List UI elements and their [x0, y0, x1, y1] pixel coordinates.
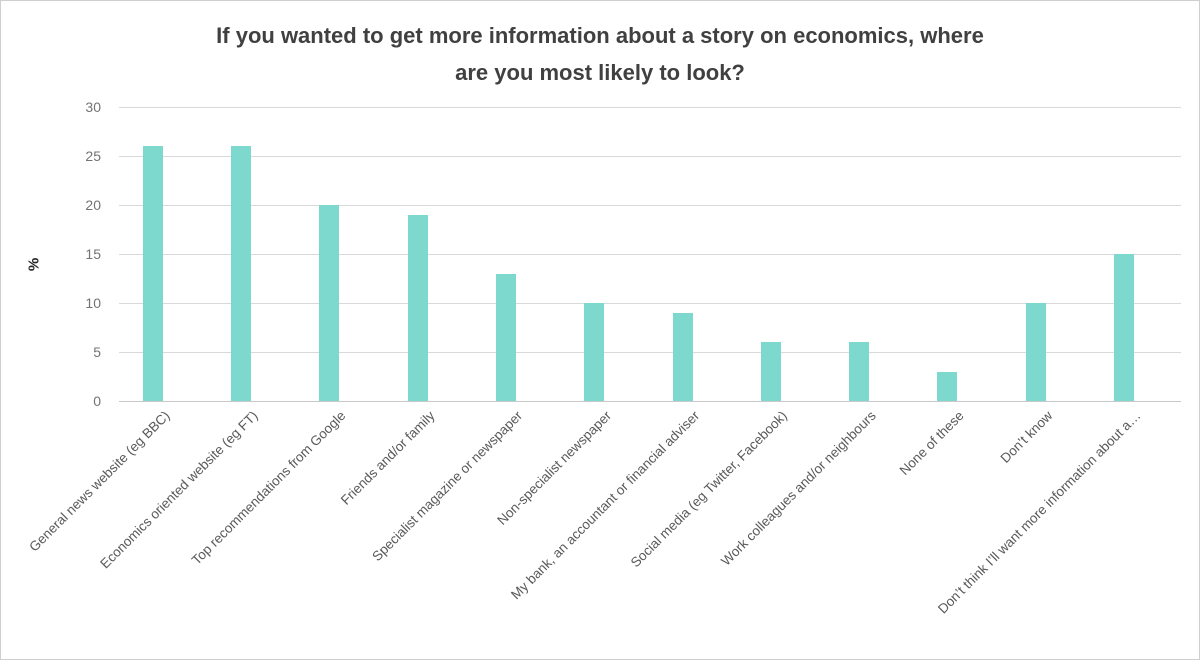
x-category-label: Friends and/or family [337, 408, 438, 508]
gridline [119, 302, 1181, 304]
x-category-label: Work colleagues and/or neighbours [718, 408, 879, 569]
bar [584, 303, 605, 401]
bar [849, 342, 870, 401]
y-tick-label: 20 [85, 197, 101, 213]
x-category-label: General news website (eg BBC) [25, 408, 173, 555]
x-category-label: Specialist magazine or newspaper [369, 408, 526, 565]
gridline [119, 155, 1181, 157]
x-category-label: None of these [896, 408, 967, 479]
x-category-label: Social media (eg Twitter, Facebook) [628, 408, 791, 571]
x-category-label: Don’t know [997, 408, 1056, 466]
x-category-label: Top recommendations from Google [189, 408, 349, 568]
bar [495, 273, 516, 401]
bar [672, 312, 693, 401]
y-tick-label: 15 [85, 246, 101, 262]
y-tick-label: 10 [85, 295, 101, 311]
x-category-label: Economics oriented website (eg FT) [97, 408, 261, 572]
chart-title-line-1: If you wanted to get more information ab… [216, 23, 984, 48]
y-tick-label: 25 [85, 148, 101, 164]
bar [319, 205, 340, 401]
x-category-label: Don’t think I’ll want more information a… [935, 408, 1144, 617]
chart-title: If you wanted to get more information ab… [1, 17, 1199, 91]
bar [142, 146, 163, 401]
chart-title-line-2: are you most likely to look? [455, 60, 745, 85]
gridline [119, 106, 1181, 108]
bar [231, 146, 251, 401]
x-category-label: My bank, an accountant or financial advi… [507, 408, 703, 603]
gridline [119, 204, 1181, 206]
bar [407, 214, 428, 401]
bar [937, 371, 958, 401]
y-tick-label: 0 [93, 393, 101, 409]
y-tick-label: 5 [93, 344, 101, 360]
bar [1025, 303, 1046, 401]
gridline [119, 253, 1181, 255]
x-axis-line [119, 400, 1181, 402]
bar [1114, 254, 1134, 401]
y-tick-label: 30 [85, 99, 101, 115]
gridline [119, 351, 1181, 353]
bar [760, 342, 781, 401]
